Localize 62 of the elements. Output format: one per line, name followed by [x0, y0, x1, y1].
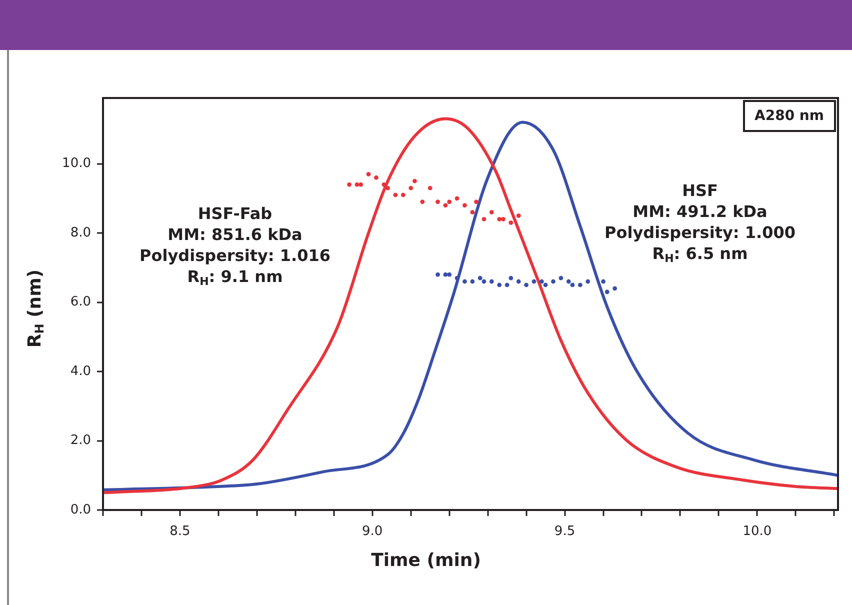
- point: [489, 210, 494, 214]
- point: [470, 279, 475, 284]
- y-tick-label: 10.0: [62, 156, 91, 172]
- point: [501, 216, 506, 222]
- x-axis-title: Time (min): [370, 550, 482, 571]
- point: [543, 282, 548, 288]
- point: [474, 200, 478, 204]
- point: [578, 282, 582, 288]
- point: [462, 203, 467, 208]
- point: [462, 279, 467, 284]
- point: [358, 182, 364, 187]
- point: [558, 276, 564, 280]
- point: [408, 186, 414, 190]
- point: [539, 279, 544, 284]
- point: [447, 272, 452, 277]
- point: [374, 175, 378, 180]
- annotation: HSF-Fab MM: 851.6 kDa Polydispersity: 1.016 R$_{H}$: 9.1 nm: [138, 203, 332, 288]
- point: [497, 216, 502, 222]
- point: [400, 192, 406, 198]
- point: [604, 290, 610, 294]
- point: [489, 279, 494, 284]
- y-tick-label: 4.0: [70, 364, 91, 379]
- point: [570, 282, 575, 288]
- x-tick-label: 9.5: [554, 524, 576, 540]
- point: [436, 272, 440, 277]
- point: [524, 282, 528, 288]
- point: [504, 282, 510, 288]
- annotation: HSF MM: 491.2 kDa Polydispersity: 1.000 R$_{H}$: 6.5 nm: [604, 180, 796, 265]
- point: [566, 279, 571, 284]
- x-tick-label: 8.5: [170, 524, 190, 540]
- point: [508, 220, 514, 225]
- point: [470, 210, 475, 214]
- point: [428, 186, 432, 190]
- point: [612, 286, 618, 291]
- x-tick-label: 10.0: [742, 524, 772, 540]
- point: [497, 282, 502, 288]
- point: [482, 216, 486, 222]
- y-tick-label: 2.0: [70, 433, 91, 448]
- point: [443, 203, 448, 208]
- point: [478, 276, 482, 280]
- point: [586, 279, 590, 284]
- point: [386, 186, 390, 190]
- y-tick-label: 6.0: [70, 294, 91, 310]
- point: [532, 279, 536, 284]
- point: [447, 200, 452, 204]
- y-tick-label: 8.0: [70, 225, 91, 240]
- point: [420, 200, 425, 204]
- point: [436, 200, 440, 204]
- point: [412, 178, 417, 184]
- point: [516, 279, 521, 284]
- point: [601, 279, 606, 284]
- y-tick-label: 0.0: [70, 502, 91, 518]
- point: [508, 276, 514, 280]
- point: [551, 279, 556, 284]
- point: [454, 196, 460, 201]
- point: [516, 214, 521, 218]
- x-tick-label: 9.0: [362, 524, 383, 540]
- point: [393, 192, 398, 198]
- point: [482, 279, 486, 284]
- point: [347, 182, 352, 187]
- point: [366, 172, 371, 176]
- annotation: A280 nm: [742, 100, 836, 132]
